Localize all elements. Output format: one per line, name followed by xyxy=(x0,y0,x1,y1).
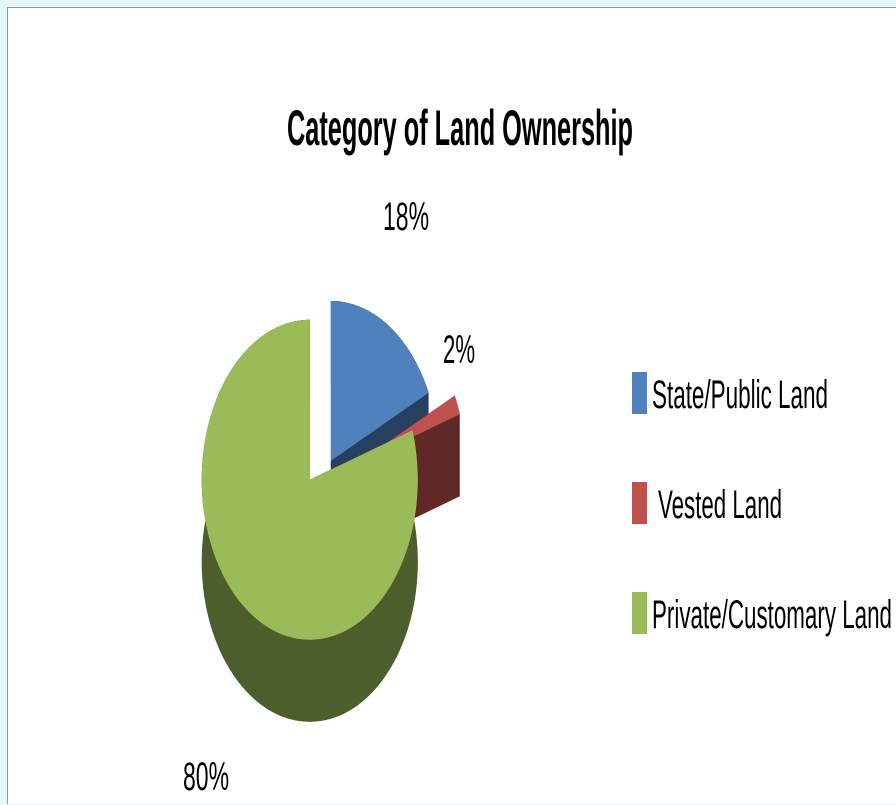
legend-swatch-state-public-land xyxy=(632,372,647,414)
chart-area: Category of Land Ownership 18% 2% 80% Stat… xyxy=(7,7,896,804)
pie-slice-private-customary-land xyxy=(201,319,418,640)
data-label-private-customary-land: 80% xyxy=(183,755,229,799)
legend-label-private-customary-land: Private/Customary Land xyxy=(652,593,892,637)
data-labels: 18% 2% 80% xyxy=(183,195,475,799)
data-label-vested-land: 2% xyxy=(443,328,475,372)
pie-chart: Category of Land Ownership 18% 2% 80% Stat… xyxy=(183,100,892,799)
chart-title: Category of Land Ownership xyxy=(287,100,633,156)
pie-tops xyxy=(201,300,460,640)
legend-swatch-private-customary-land xyxy=(632,592,647,634)
legend-swatch-vested-land xyxy=(632,482,647,524)
legend-label-state-public-land: State/Public Land xyxy=(652,373,828,417)
data-label-state-public-land: 18% xyxy=(383,195,429,239)
legend: State/Public Land Vested Land Private/Cust… xyxy=(632,372,892,637)
legend-label-vested-land: Vested Land xyxy=(658,483,782,527)
pie-slice-state-public-land xyxy=(330,300,429,461)
